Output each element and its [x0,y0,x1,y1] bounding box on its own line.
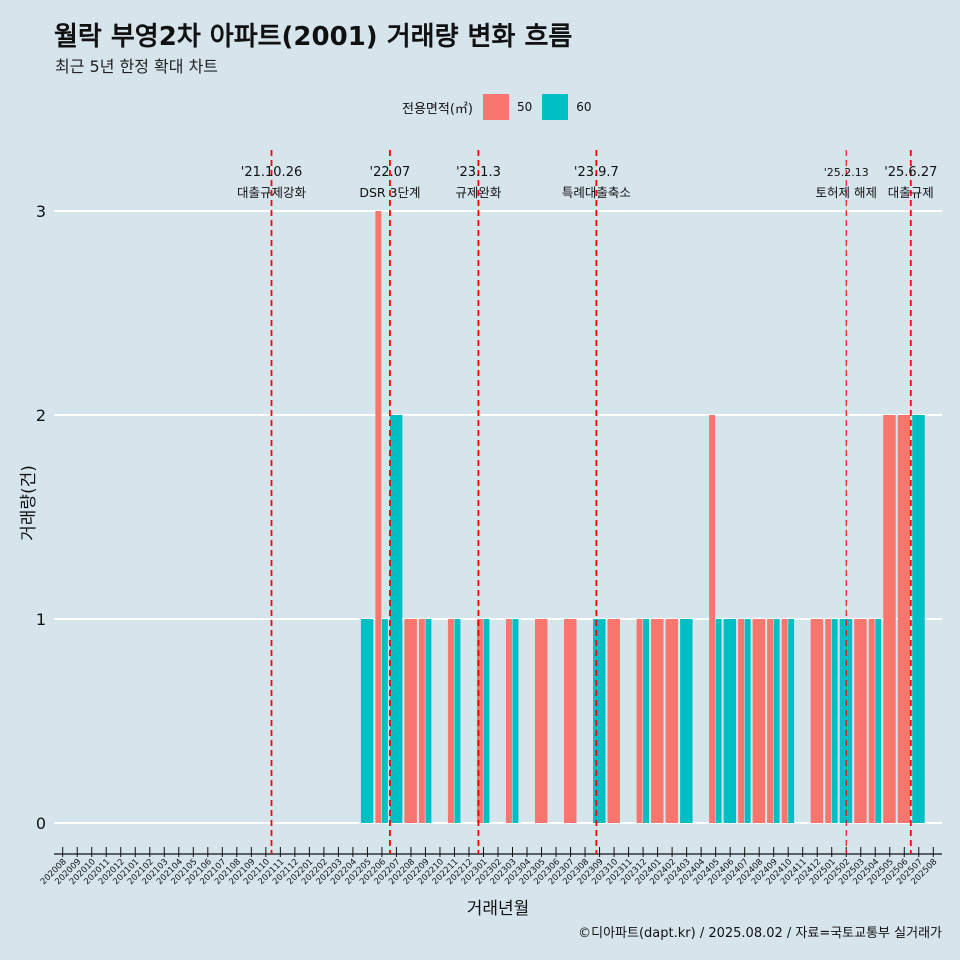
bar-60-202407 [744,619,751,823]
event-name-label: 대출규제 [888,185,934,200]
bar-60-202309 [593,619,606,823]
bar-50-202208 [404,619,417,823]
bar-50-202506 [897,415,911,823]
event-date-label: '25.2.13 [824,166,869,179]
bar-50-202303 [505,619,512,823]
bar-60-202403 [680,619,693,823]
bar-50-202501 [825,619,832,823]
event-name-label: 특례대출축소 [562,185,631,200]
bar-60-202206 [381,619,388,823]
bar-50-202504 [868,619,875,823]
bar-50-202209 [418,619,425,823]
bar-50-202503 [854,619,867,823]
y-axis-title: 거래량(건) [19,465,39,541]
bar-50-202405 [709,415,716,823]
event-name-label: 규제완화 [455,185,502,200]
bar-60-202207 [389,415,403,823]
bar-50-202409 [767,619,774,823]
bar-60-202410 [788,619,795,823]
bar-60-202312 [643,619,650,823]
source-caption: ©디아파트(dapt.kr) / 2025.08.02 / 자료=국토교통부 실… [578,926,942,941]
bar-50-202305 [535,619,548,823]
y-tick-label: 0 [36,814,46,833]
legend-key-50 [482,94,509,120]
event-name-label: 대출규제강화 [237,185,307,200]
legend-key-60 [542,94,569,120]
event-date-label: '21.10.26 [241,165,302,180]
chart-subtitle: 최근 5년 한정 확대 차트 [55,57,219,76]
event-name-label: 토허제 해제 [815,185,876,200]
bar-50-202401 [651,619,664,823]
bar-50-202410 [781,619,788,823]
bar-50-202211 [447,619,454,823]
bar-60-202405 [715,619,722,823]
bar-60-202501 [831,619,838,823]
event-date-label: '25.6.27 [884,165,937,180]
event-name-label: DSR 3단계 [359,185,420,200]
bar-60-202205 [360,619,374,823]
bar-60-202301 [483,619,490,823]
bar-50-202301 [476,619,483,823]
event-date-label: '23.1.3 [456,165,501,180]
bar-60-202211 [454,619,461,823]
legend-label-50: 50 [516,100,533,114]
bar-60-202504 [875,619,882,823]
bar-50-202412 [810,619,824,823]
legend: 전용면적(㎡) 50 60 [402,93,602,121]
bar-60-202209 [425,619,432,823]
bar-50-202505 [883,415,896,823]
event-date-label: '23.9.7 [574,165,619,180]
bar-60-202409 [773,619,780,823]
y-tick-label: 3 [36,202,46,221]
bar-60-202303 [512,619,519,823]
y-tick-label: 2 [36,406,46,425]
bar-60-202406 [723,619,737,823]
y-tick-label: 1 [36,610,46,629]
bar-50-202307 [564,619,577,823]
bar-50-202206 [375,211,382,823]
legend-label-60: 60 [576,100,592,114]
chart-title: 월락 부영2차 아파트(2001) 거래량 변화 흐름 [54,22,573,52]
event-date-label: '22.07 [370,165,411,180]
bar-60-202507 [912,415,925,823]
legend-title: 전용면적(㎡) [402,101,473,117]
bar-50-202407 [738,619,745,823]
bar-50-202408 [752,619,766,823]
bar-50-202312 [636,619,643,823]
bar-50-202310 [607,619,621,823]
bar-50-202402 [665,619,679,823]
x-axis-title: 거래년월 [467,899,530,919]
